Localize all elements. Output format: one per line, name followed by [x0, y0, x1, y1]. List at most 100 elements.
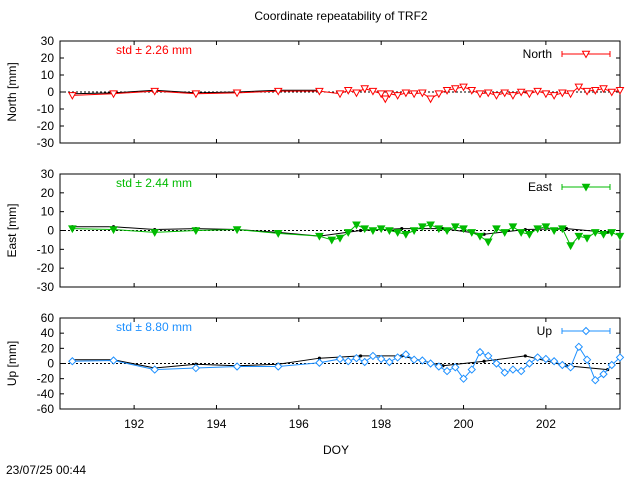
data-point: [450, 85, 460, 94]
data-point: [409, 90, 419, 99]
data-point: [401, 230, 411, 239]
data-point: [508, 365, 518, 374]
y-axis-label: North [mm]: [5, 62, 19, 121]
data-point: [451, 363, 460, 372]
y-tick-label: 0: [47, 224, 54, 238]
data-point: [508, 223, 518, 232]
x-tick-label: 202: [536, 417, 556, 431]
data-point: [426, 95, 435, 104]
data-point: [315, 232, 324, 241]
data-point: [566, 363, 575, 372]
data-point: [442, 227, 452, 236]
data-point: [232, 89, 242, 98]
trend-point: [317, 356, 322, 360]
data-point: [376, 90, 386, 99]
data-point: [343, 229, 353, 237]
data-point: [442, 366, 452, 376]
y-tick-label: 10: [41, 68, 55, 82]
data-point: [467, 87, 477, 95]
data-point: [360, 85, 370, 94]
y-tick-label: -40: [37, 387, 55, 401]
y-tick-label: 60: [41, 311, 55, 325]
data-point: [492, 225, 501, 234]
legend-marker: [581, 326, 591, 336]
data-point: [150, 87, 160, 96]
data-point: [273, 230, 283, 238]
data-point: [191, 363, 201, 373]
data-point: [401, 89, 411, 98]
data-point: [615, 353, 625, 362]
data-point: [109, 90, 118, 99]
chart-title: Coordinate repeatability of TRF2: [254, 9, 428, 23]
data-point: [607, 360, 616, 370]
data-point: [335, 90, 345, 99]
data-point: [409, 355, 419, 364]
trend-point: [358, 228, 363, 233]
data-point: [191, 90, 201, 99]
data-point: [434, 362, 444, 371]
data-point: [541, 90, 551, 99]
data-point: [368, 351, 378, 361]
data-point: [599, 230, 608, 239]
data-point: [533, 353, 542, 362]
legend-marker: [581, 50, 591, 59]
data-point: [68, 357, 77, 366]
data-point: [500, 368, 509, 377]
std-label: std ± 2.44 mm: [116, 176, 192, 190]
legend-marker: [581, 183, 591, 192]
data-point: [393, 353, 402, 362]
data-point: [191, 227, 201, 236]
trend-point: [564, 227, 569, 231]
trend-point: [358, 354, 363, 358]
data-point: [591, 375, 600, 385]
data-point: [380, 95, 390, 104]
legend-label: North: [523, 47, 552, 61]
data-point: [418, 223, 427, 232]
data-point: [533, 87, 542, 96]
panels: -30 -20 -10 0 10 20 30 North [mm] std ± 2.26 mm N…: [5, 34, 625, 416]
data-point: [273, 87, 283, 96]
y-tick-label: -20: [37, 372, 55, 386]
data-point: [409, 227, 419, 236]
data-point: [368, 87, 378, 96]
data-point: [508, 92, 518, 100]
data-point: [442, 87, 452, 95]
data-point: [352, 353, 361, 363]
data-point: [484, 351, 493, 361]
data-point: [533, 225, 542, 234]
data-point: [525, 90, 534, 99]
data-point: [274, 362, 283, 371]
data-point: [599, 369, 608, 379]
x-tick-label: 200: [454, 417, 474, 431]
data-point: [68, 92, 77, 100]
x-tick-label: 194: [206, 417, 226, 431]
y-tick-label: 10: [41, 205, 55, 219]
trend-point: [523, 354, 527, 358]
data-point: [483, 89, 493, 98]
y-tick-label: -30: [37, 280, 55, 294]
data-point: [418, 89, 427, 98]
std-label: std ± 2.26 mm: [116, 43, 192, 57]
data-point: [483, 238, 493, 247]
data-point: [344, 357, 353, 366]
data-point: [516, 366, 526, 376]
y-tick-label: -20: [37, 261, 55, 275]
data-point: [459, 83, 468, 92]
data-point: [434, 225, 444, 234]
data-point: [500, 229, 510, 237]
panel-north: -30 -20 -10 0 10 20 30 North [mm] std ± 2.26 mm N…: [5, 34, 625, 150]
data-point: [109, 226, 118, 235]
data-point: [467, 365, 476, 374]
data-point: [475, 90, 485, 99]
data-point: [393, 92, 402, 100]
y-axis-label: Up [mm]: [5, 341, 19, 386]
x-tick-label: 196: [289, 417, 309, 431]
data-point: [558, 225, 567, 234]
data-point: [68, 225, 77, 234]
data-point: [360, 225, 370, 234]
y-tick-label: 30: [41, 167, 55, 181]
data-point: [376, 354, 386, 364]
x-tick-label: 198: [371, 417, 391, 431]
x-tick-label: 192: [124, 417, 144, 431]
